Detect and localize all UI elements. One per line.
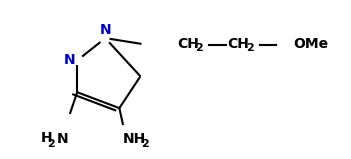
Text: 2: 2 bbox=[47, 139, 54, 149]
Text: N: N bbox=[64, 53, 75, 67]
Text: OMe: OMe bbox=[293, 37, 328, 51]
Text: CH: CH bbox=[228, 37, 250, 51]
Text: CH: CH bbox=[177, 37, 199, 51]
Text: 2: 2 bbox=[141, 139, 149, 149]
Text: 2: 2 bbox=[196, 44, 203, 53]
Text: 2: 2 bbox=[246, 44, 254, 53]
Text: N: N bbox=[99, 23, 111, 37]
Text: H: H bbox=[41, 131, 53, 145]
Text: NH: NH bbox=[123, 132, 146, 146]
Text: N: N bbox=[57, 132, 68, 146]
